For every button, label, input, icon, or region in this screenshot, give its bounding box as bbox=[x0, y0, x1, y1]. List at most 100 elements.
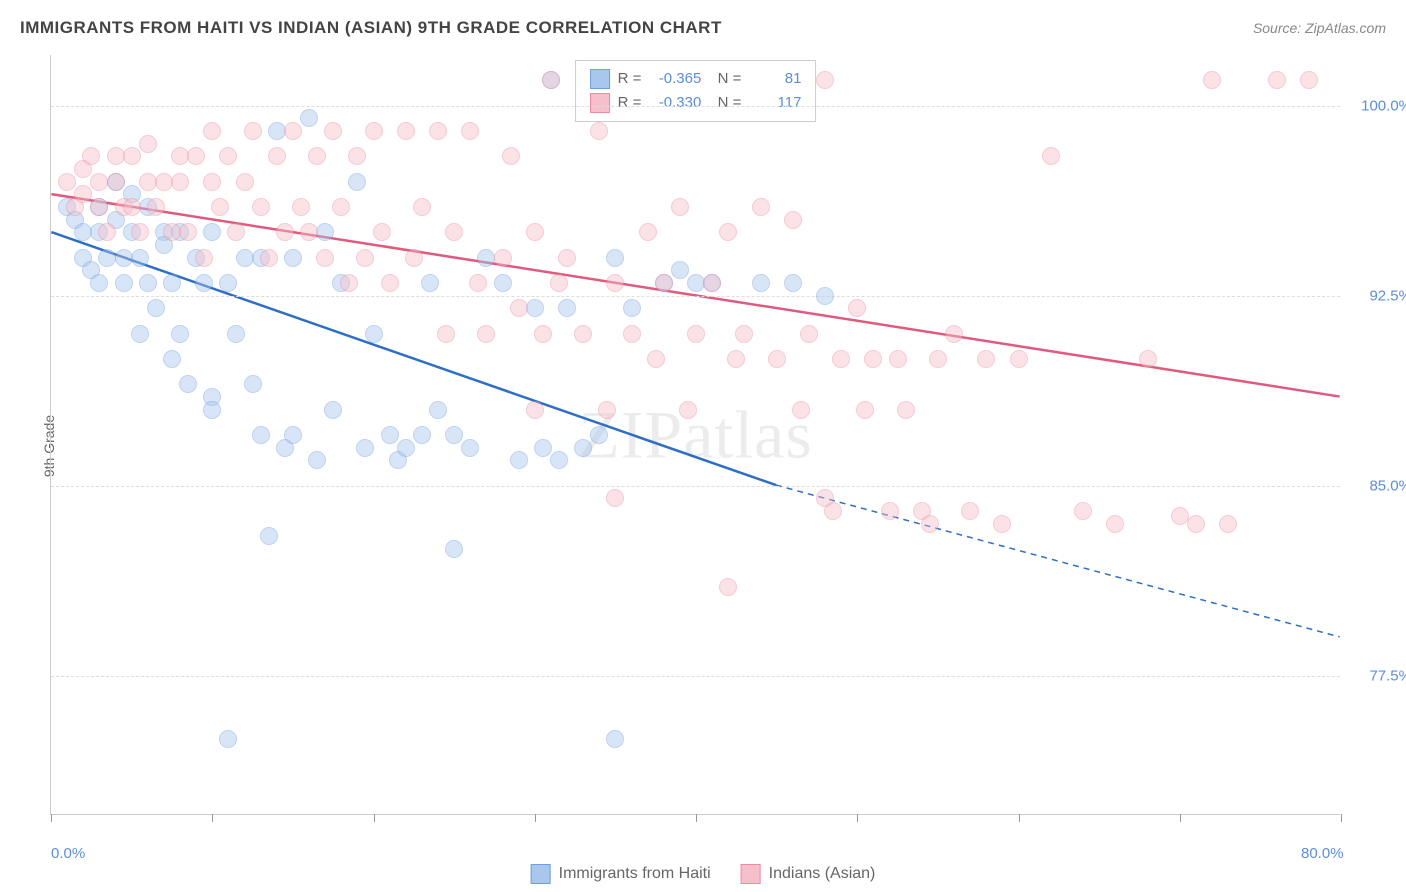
legend-item: Immigrants from Haiti bbox=[531, 864, 711, 884]
data-point bbox=[147, 299, 165, 317]
data-point bbox=[727, 350, 745, 368]
gridline-h bbox=[51, 106, 1340, 107]
data-point bbox=[558, 299, 576, 317]
data-point bbox=[58, 173, 76, 191]
data-point bbox=[897, 401, 915, 419]
data-point bbox=[381, 426, 399, 444]
data-point bbox=[405, 249, 423, 267]
data-point bbox=[784, 274, 802, 292]
data-point bbox=[1219, 515, 1237, 533]
data-point bbox=[574, 325, 592, 343]
data-point bbox=[195, 274, 213, 292]
data-point bbox=[107, 173, 125, 191]
data-point bbox=[1187, 515, 1205, 533]
data-point bbox=[131, 223, 149, 241]
data-point bbox=[929, 350, 947, 368]
data-point bbox=[227, 223, 245, 241]
data-point bbox=[340, 274, 358, 292]
r-value: -0.365 bbox=[649, 67, 701, 91]
data-point bbox=[1010, 350, 1028, 368]
data-point bbox=[792, 401, 810, 419]
data-point bbox=[195, 249, 213, 267]
data-point bbox=[373, 223, 391, 241]
n-label: N = bbox=[709, 67, 741, 91]
data-point bbox=[494, 274, 512, 292]
y-tick-label: 77.5% bbox=[1369, 667, 1406, 684]
data-point bbox=[219, 147, 237, 165]
data-point bbox=[219, 730, 237, 748]
data-point bbox=[139, 274, 157, 292]
data-point bbox=[90, 198, 108, 216]
data-point bbox=[292, 198, 310, 216]
data-point bbox=[687, 325, 705, 343]
gridline-h bbox=[51, 676, 1340, 677]
data-point bbox=[574, 439, 592, 457]
data-point bbox=[494, 249, 512, 267]
data-point bbox=[945, 325, 963, 343]
x-tick-label: 80.0% bbox=[1301, 845, 1344, 862]
data-point bbox=[429, 122, 447, 140]
n-value: 81 bbox=[749, 67, 801, 91]
data-point bbox=[800, 325, 818, 343]
data-point bbox=[606, 489, 624, 507]
data-point bbox=[284, 122, 302, 140]
data-point bbox=[187, 147, 205, 165]
data-point bbox=[123, 198, 141, 216]
data-point bbox=[864, 350, 882, 368]
data-point bbox=[816, 287, 834, 305]
data-point bbox=[260, 527, 278, 545]
data-point bbox=[881, 502, 899, 520]
x-tick bbox=[1341, 814, 1342, 822]
x-tick bbox=[212, 814, 213, 822]
data-point bbox=[98, 223, 116, 241]
data-point bbox=[227, 325, 245, 343]
data-point bbox=[768, 350, 786, 368]
data-point bbox=[219, 274, 237, 292]
data-point bbox=[534, 439, 552, 457]
data-point bbox=[889, 350, 907, 368]
data-point bbox=[510, 451, 528, 469]
data-point bbox=[1074, 502, 1092, 520]
data-point bbox=[550, 274, 568, 292]
data-point bbox=[324, 401, 342, 419]
r-label: R = bbox=[618, 67, 642, 91]
data-point bbox=[1300, 71, 1318, 89]
data-point bbox=[461, 439, 479, 457]
data-point bbox=[752, 274, 770, 292]
data-point bbox=[381, 274, 399, 292]
legend-swatch bbox=[531, 864, 551, 884]
data-point bbox=[236, 173, 254, 191]
x-tick bbox=[374, 814, 375, 822]
data-point bbox=[703, 274, 721, 292]
data-point bbox=[244, 375, 262, 393]
data-point bbox=[1203, 71, 1221, 89]
x-tick-label: 0.0% bbox=[51, 845, 85, 862]
data-point bbox=[397, 439, 415, 457]
legend-item: Indians (Asian) bbox=[741, 864, 876, 884]
data-point bbox=[284, 249, 302, 267]
data-point bbox=[365, 325, 383, 343]
stat-row: R = -0.330 N = 117 bbox=[590, 91, 802, 115]
data-point bbox=[429, 401, 447, 419]
data-point bbox=[1139, 350, 1157, 368]
data-point bbox=[284, 426, 302, 444]
data-point bbox=[324, 122, 342, 140]
data-point bbox=[671, 261, 689, 279]
data-point bbox=[655, 274, 673, 292]
data-point bbox=[477, 325, 495, 343]
data-point bbox=[445, 426, 463, 444]
data-point bbox=[348, 147, 366, 165]
data-point bbox=[590, 122, 608, 140]
data-point bbox=[171, 325, 189, 343]
gridline-h bbox=[51, 486, 1340, 487]
data-point bbox=[590, 426, 608, 444]
data-point bbox=[461, 122, 479, 140]
data-point bbox=[784, 211, 802, 229]
data-point bbox=[502, 147, 520, 165]
data-point bbox=[203, 173, 221, 191]
data-point bbox=[413, 426, 431, 444]
r-label: R = bbox=[618, 91, 642, 115]
data-point bbox=[90, 274, 108, 292]
data-point bbox=[832, 350, 850, 368]
x-tick bbox=[1019, 814, 1020, 822]
